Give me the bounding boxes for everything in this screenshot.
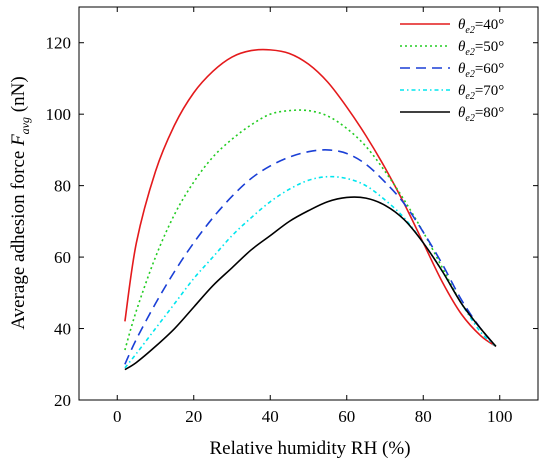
- plot-frame: [78, 6, 539, 401]
- plot-layer: [124, 48, 497, 371]
- x-tick-label: 0: [113, 407, 122, 426]
- series-line-4: [124, 175, 497, 369]
- legend-label-4: θe2=70°: [458, 83, 504, 102]
- x-tick-label: 100: [487, 407, 513, 426]
- legend-label-3: θe2=60°: [458, 61, 504, 80]
- y-tick-label: 40: [54, 320, 71, 339]
- labels-layer: Relative humidity RH (%) Average adhesio…: [8, 76, 411, 459]
- legend-label-5: θe2=80°: [458, 105, 504, 124]
- y-tick-label: 80: [54, 177, 71, 196]
- series-line-1: [124, 48, 497, 348]
- y-tick-label: 100: [46, 105, 72, 124]
- axes-layer: [78, 6, 539, 401]
- x-tick-label: 40: [262, 407, 279, 426]
- legend-label-2: θe2=50°: [458, 39, 504, 58]
- legend-label-1: θe2=40°: [458, 17, 504, 36]
- x-tick-label: 20: [185, 407, 202, 426]
- y-axis-label: Average adhesion force Favg (nN): [8, 76, 32, 329]
- y-axis-label-sub: avg: [18, 117, 32, 134]
- y-tick-label: 20: [54, 391, 71, 410]
- series-line-2: [124, 109, 497, 351]
- y-axis-label-suffix: (nN): [8, 76, 29, 117]
- y-tick-label: 60: [54, 248, 71, 267]
- ticks-layer: 0 20 40 60 80 100 20 40 60 80 100 120: [46, 7, 538, 426]
- y-axis-label-var: F: [8, 134, 29, 147]
- series-line-3: [124, 149, 497, 365]
- series-line-5: [124, 196, 497, 371]
- x-tick-label: 80: [415, 407, 432, 426]
- y-axis-label-prefix: Average adhesion force: [8, 146, 29, 330]
- y-tick-label: 120: [46, 34, 72, 53]
- x-tick-label: 60: [338, 407, 355, 426]
- legend: θe2=40° θe2=50° θe2=60° θe2=70° θe2=80°: [400, 17, 504, 124]
- x-axis-label: Relative humidity RH (%): [209, 438, 410, 459]
